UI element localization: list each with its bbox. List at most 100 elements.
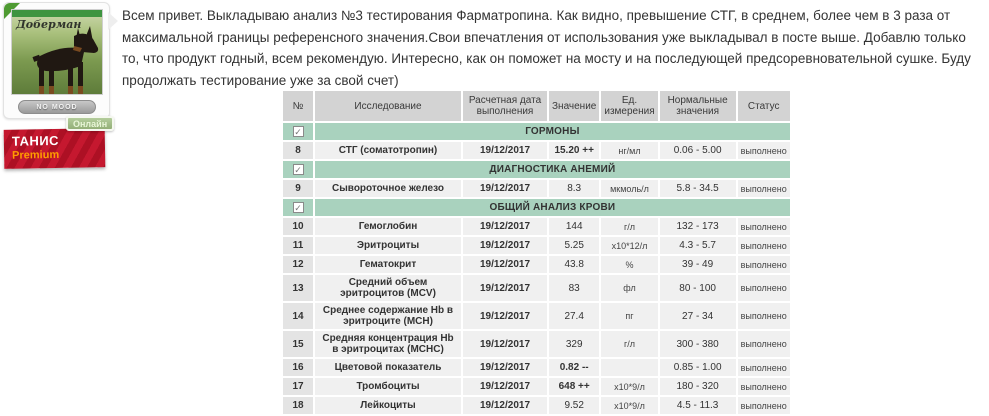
row-number: 14 xyxy=(283,303,313,329)
result-value: 5.25 xyxy=(549,237,600,254)
username: ТАНИС xyxy=(11,132,60,149)
results-table-body: ✓ ГОРМОНЫ 8 СТГ (соматотропин) 19/12/2017 15.… xyxy=(283,123,790,414)
execution-date: 19/12/2017 xyxy=(463,303,547,329)
section-checkbox-cell: ✓ xyxy=(283,199,313,216)
column-header: Статус xyxy=(737,91,790,121)
section-checkbox[interactable]: ✓ xyxy=(292,201,304,213)
research-name: Цветовой показатель xyxy=(315,359,461,376)
research-name: СТГ (соматотропин) xyxy=(315,142,461,159)
status: выполнено xyxy=(737,303,790,329)
measure-unit: пг xyxy=(601,303,658,329)
result-row: 18 Лейкоциты 19/12/2017 9.52 х10*9/л 4.5 - 11… xyxy=(283,397,790,414)
status: выполнено xyxy=(737,397,790,414)
section-row: ✓ ДИАГНОСТИКА АНЕМИЙ xyxy=(283,161,790,178)
research-name: Гемоглобин xyxy=(315,218,461,235)
research-name: Средняя концентрация Hb в эритроцитах (M… xyxy=(315,331,461,357)
normal-range: 0.85 - 1.00 xyxy=(659,359,736,376)
measure-unit: фл xyxy=(601,275,658,301)
status: выполнено xyxy=(737,378,790,395)
breed-label: Доберман xyxy=(16,18,82,31)
measure-unit xyxy=(601,359,658,376)
column-header: Нормальные значения xyxy=(659,91,736,121)
normal-range: 27 - 34 xyxy=(659,303,736,329)
section-checkbox[interactable]: ✓ xyxy=(292,163,304,175)
username-banner[interactable]: ТАНИС Premium xyxy=(3,128,106,169)
normal-range: 0.06 - 5.00 xyxy=(659,142,736,159)
column-header: Исследование xyxy=(315,91,461,121)
section-title: ГОРМОНЫ xyxy=(315,123,790,140)
row-number: 8 xyxy=(283,142,313,159)
result-value: 9.52 xyxy=(549,397,600,414)
online-status-badge: Онлайн xyxy=(66,116,115,131)
doberman-silhouette-icon xyxy=(32,26,99,94)
research-name: Эритроциты xyxy=(315,237,461,254)
execution-date: 19/12/2017 xyxy=(463,180,547,197)
normal-range: 300 - 380 xyxy=(659,331,736,357)
result-row: 12 Гематокрит 19/12/2017 43.8% 39 - 49 выполн… xyxy=(283,256,790,273)
row-number: 11 xyxy=(283,237,313,254)
mood-button[interactable]: no mood xyxy=(18,100,96,114)
result-value: 27.4 xyxy=(549,303,600,329)
normal-range: 132 - 173 xyxy=(659,218,736,235)
photo-banner xyxy=(12,10,102,17)
measure-unit: г/л xyxy=(601,218,658,235)
measure-unit: г/л xyxy=(601,331,658,357)
status: выполнено xyxy=(737,142,790,159)
section-title: ОБЩИЙ АНАЛИЗ КРОВИ xyxy=(315,199,790,216)
execution-date: 19/12/2017 xyxy=(463,237,547,254)
column-header: Значение xyxy=(549,91,600,121)
result-row: 11 Эритроциты 19/12/2017 5.25 х10*12/л 4.3 - … xyxy=(283,237,790,254)
user-card: Доберман xyxy=(3,2,118,169)
status: выполнено xyxy=(737,256,790,273)
result-value: 15.20 ++ xyxy=(549,142,600,159)
normal-range: 5.8 - 34.5 xyxy=(659,180,736,197)
section-row: ✓ ГОРМОНЫ xyxy=(283,123,790,140)
execution-date: 19/12/2017 xyxy=(463,142,547,159)
execution-date: 19/12/2017 xyxy=(463,397,547,414)
row-number: 10 xyxy=(283,218,313,235)
result-value: 8.3 xyxy=(549,180,600,197)
research-name: Средний объем эритроцитов (MCV) xyxy=(315,275,461,301)
execution-date: 19/12/2017 xyxy=(463,256,547,273)
status: выполнено xyxy=(737,359,790,376)
result-value: 83 xyxy=(549,275,600,301)
status: выполнено xyxy=(737,275,790,301)
execution-date: 19/12/2017 xyxy=(463,359,547,376)
execution-date: 19/12/2017 xyxy=(463,218,547,235)
row-number: 15 xyxy=(283,331,313,357)
measure-unit: % xyxy=(601,256,658,273)
row-number: 13 xyxy=(283,275,313,301)
section-checkbox[interactable]: ✓ xyxy=(292,125,304,137)
measure-unit: х10*9/л xyxy=(601,378,658,395)
execution-date: 19/12/2017 xyxy=(463,331,547,357)
result-row: 14 Среднее содержание Hb в эритроците (MC… xyxy=(283,303,790,329)
research-name: Сывороточное железо xyxy=(315,180,461,197)
research-name: Лейкоциты xyxy=(315,397,461,414)
avatar-photo[interactable]: Доберман xyxy=(11,9,103,95)
speech-bubble-tail xyxy=(108,12,118,30)
row-number: 18 xyxy=(283,397,313,414)
column-header: Расчетная дата выполнения xyxy=(463,91,547,121)
result-row: 17 Тромбоциты 19/12/2017 648 ++ х10*9/л 180 -… xyxy=(283,378,790,395)
measure-unit: х10*9/л xyxy=(601,397,658,414)
normal-range: 4.5 - 11.3 xyxy=(659,397,736,414)
premium-badge: Premium xyxy=(12,148,60,162)
results-table: № Исследование Расчетная дата выполнения Зн… xyxy=(281,89,792,416)
result-row: 9 Сывороточное железо 19/12/2017 8.3 мкмоль/… xyxy=(283,180,790,197)
row-number: 16 xyxy=(283,359,313,376)
measure-unit: х10*12/л xyxy=(601,237,658,254)
result-row: 8 СТГ (соматотропин) 19/12/2017 15.20 ++ нг/… xyxy=(283,142,790,159)
result-row: 15 Средняя концентрация Hb в эритроцитах … xyxy=(283,331,790,357)
execution-date: 19/12/2017 xyxy=(463,275,547,301)
result-value: 329 xyxy=(549,331,600,357)
measure-unit: мкмоль/л xyxy=(601,180,658,197)
section-checkbox-cell: ✓ xyxy=(283,161,313,178)
normal-range: 4.3 - 5.7 xyxy=(659,237,736,254)
column-header: Ед. измерения xyxy=(601,91,658,121)
research-name: Среднее содержание Hb в эритроците (MCH) xyxy=(315,303,461,329)
result-value: 144 xyxy=(549,218,600,235)
row-number: 12 xyxy=(283,256,313,273)
status: выполнено xyxy=(737,331,790,357)
normal-range: 180 - 320 xyxy=(659,378,736,395)
